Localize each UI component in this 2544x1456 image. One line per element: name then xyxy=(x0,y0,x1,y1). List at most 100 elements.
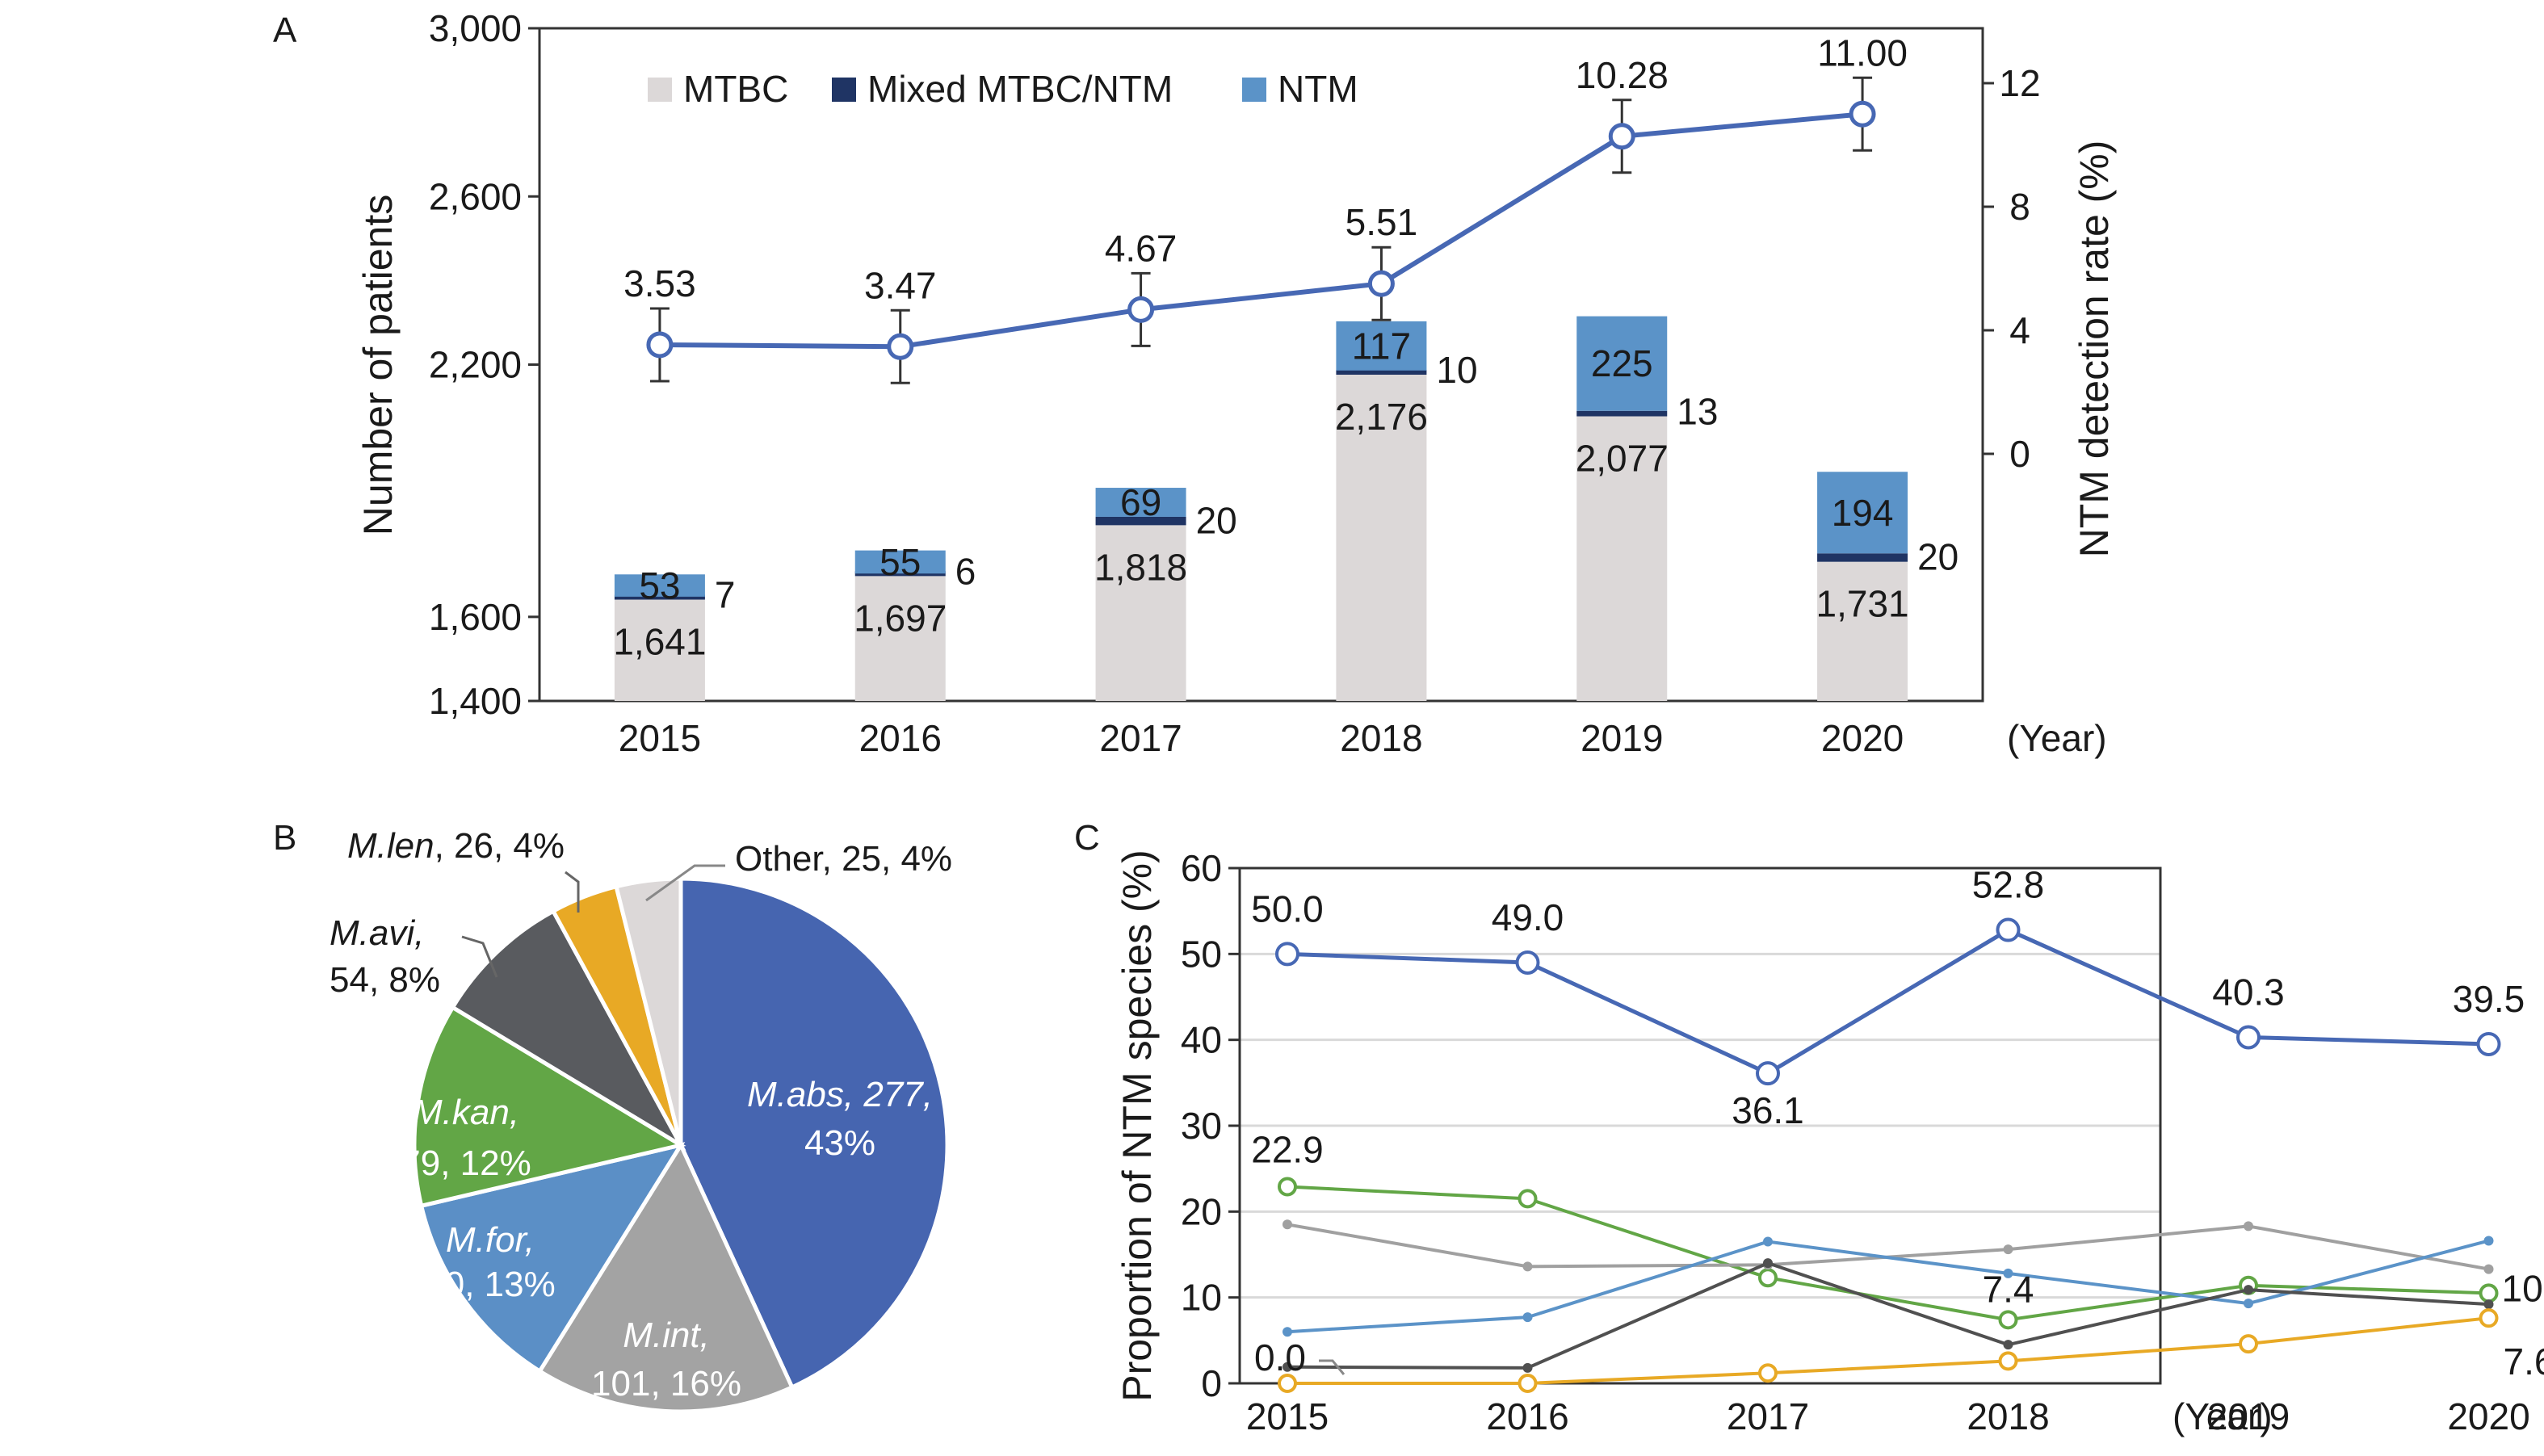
rate-label: 3.53 xyxy=(623,262,696,304)
series-point xyxy=(2483,1264,2494,1274)
bar-label-ntm: 55 xyxy=(879,541,921,583)
series-point xyxy=(1282,1362,1292,1372)
bar-label-mtbc: 2,176 xyxy=(1335,396,1428,438)
series-point xyxy=(1282,1219,1292,1230)
bar-mtbc xyxy=(1095,525,1186,701)
series-point xyxy=(1758,1268,1778,1288)
plot-frame-a xyxy=(538,27,1984,703)
series-point xyxy=(1522,1362,1533,1373)
rate-line xyxy=(659,111,1863,350)
y-axis-title: Proportion of NTM species (%) xyxy=(1115,850,1160,1402)
y-tick-label: 30 xyxy=(1181,1105,1222,1147)
x-tick-label: 2017 xyxy=(1727,1395,1809,1437)
point-label: 10.5 xyxy=(2502,1267,2544,1309)
bar-label-ntm: 69 xyxy=(1120,481,1161,523)
rate-label: 4.67 xyxy=(1105,227,1178,269)
point-label: 40.3 xyxy=(2212,971,2285,1013)
rate-point xyxy=(887,333,914,360)
bar-ntm xyxy=(854,550,946,574)
series-point xyxy=(1756,1061,1780,1086)
bar-ntm xyxy=(1817,472,1908,554)
y2-tick-label: 8 xyxy=(2009,186,2030,228)
bar-mixed xyxy=(1576,410,1668,417)
y-tick-label: 40 xyxy=(1181,1019,1222,1061)
bar-label-mtbc: 1,641 xyxy=(613,621,706,663)
y-tick-label: 50 xyxy=(1181,933,1222,975)
rate-point xyxy=(1608,123,1635,150)
legend-label: Mixed MTBC/NTM xyxy=(867,68,1173,110)
bar-mixed xyxy=(1095,516,1186,526)
series-point xyxy=(2476,1031,2501,1056)
pie-leader-line xyxy=(565,871,580,913)
y-tick-label: 3,000 xyxy=(429,7,522,49)
y-tick-label: 20 xyxy=(1181,1190,1222,1232)
bar-label-mtbc: 2,077 xyxy=(1576,438,1669,480)
pie-label: 80, 13% xyxy=(425,1265,555,1304)
x-tick-label: 2016 xyxy=(859,717,942,759)
bar-mtbc xyxy=(614,599,705,701)
pie-slice xyxy=(614,876,683,1146)
y-tick-label: 0 xyxy=(1201,1362,1222,1404)
panel-b-label: B xyxy=(273,818,296,858)
series-line xyxy=(1287,1261,2489,1370)
bar-label-ntm: 117 xyxy=(1352,325,1411,367)
y-tick-label: 1,600 xyxy=(429,596,522,638)
rate-point xyxy=(1367,270,1395,297)
pie-label: M.for, xyxy=(446,1220,535,1260)
x-tick-label: 2016 xyxy=(1486,1395,1568,1437)
series-point xyxy=(2483,1236,2494,1246)
point-label: 50.0 xyxy=(1251,887,1324,929)
rate-point xyxy=(646,331,674,359)
rate-label: 10.28 xyxy=(1576,54,1669,96)
x-unit-label: (Year) xyxy=(2007,717,2107,759)
bar-mixed xyxy=(1336,369,1427,375)
series-point xyxy=(2244,1221,2253,1232)
series-line xyxy=(1287,1185,2489,1322)
point-label: 36.1 xyxy=(1732,1089,1804,1131)
bar-label-mixed: 13 xyxy=(1677,391,1718,433)
y-axis-title: Number of patients xyxy=(355,195,401,535)
pie-label: M.int, xyxy=(623,1315,710,1355)
bar-label-mtbc: 1,697 xyxy=(854,597,947,639)
y2-axis-title: NTM detection rate (%) xyxy=(2072,141,2117,558)
bar-label-mixed: 10 xyxy=(1436,349,1477,391)
bar-label-mtbc: 1,818 xyxy=(1094,546,1187,588)
series-point xyxy=(2244,1285,2253,1295)
legend-swatch xyxy=(1242,78,1266,102)
series-point xyxy=(2236,1025,2261,1050)
bar-mixed xyxy=(1817,553,1908,562)
series-point xyxy=(1515,950,1540,975)
bar-mtbc xyxy=(1817,561,1908,701)
pie-slice xyxy=(450,908,686,1151)
pie-label: 54, 8% xyxy=(330,960,440,1000)
series-point xyxy=(1518,1374,1538,1393)
series-point xyxy=(2244,1299,2253,1309)
bar-mtbc xyxy=(854,576,946,701)
series-point xyxy=(1996,917,2021,942)
pie-label: M.kan, xyxy=(413,1093,519,1132)
x-tick-label: 2015 xyxy=(619,717,701,759)
series-point xyxy=(1763,1258,1773,1269)
x-tick-label: 2015 xyxy=(1246,1395,1329,1437)
chart-c: 0 10 20 30 40 50 60 2015 2016 2017 2018 2019 2020 (Ye… xyxy=(1115,847,2544,1437)
rate-label: 5.51 xyxy=(1345,201,1418,243)
chart-a: 1,400 1,600 2,200 2,600 3,000 0 4 8 12 2015 2016 20… xyxy=(355,7,2117,759)
bar-label-mixed: 6 xyxy=(955,550,976,592)
legend-swatch xyxy=(648,78,672,102)
rate-label: 11.00 xyxy=(1817,31,1908,73)
x-unit-label: (Year) xyxy=(2172,1395,2273,1437)
plot-frame-c xyxy=(1238,866,2162,1385)
legend-label: NTM xyxy=(1278,68,1358,110)
x-tick-label: 2020 xyxy=(1821,717,1904,759)
series-point xyxy=(2003,1340,2013,1350)
rate-point xyxy=(1849,100,1876,128)
series-line xyxy=(1287,1316,2489,1385)
chart-b: M.abs, 277, 43% M.int, 101, 16% M.for, 80, 13… xyxy=(330,826,952,1414)
bar-ntm xyxy=(1576,316,1668,411)
bar-ntm xyxy=(1095,488,1186,517)
pie-label: 43% xyxy=(804,1123,875,1163)
pie-slice xyxy=(412,1005,686,1209)
pie-label: M.len, 26, 4% xyxy=(347,826,565,866)
series-point xyxy=(2239,1334,2258,1354)
bar-mixed xyxy=(614,594,705,600)
